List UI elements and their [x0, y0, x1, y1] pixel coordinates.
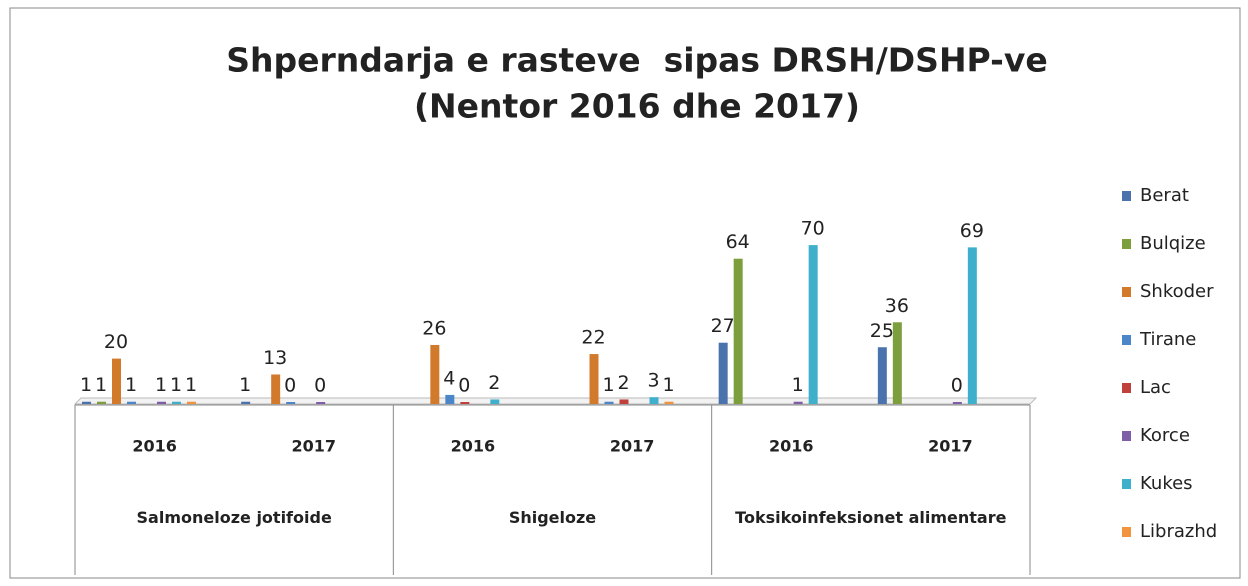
bar	[112, 358, 121, 404]
data-label: 0	[314, 375, 326, 397]
bar	[430, 344, 440, 404]
data-label: 1	[185, 374, 197, 396]
data-label: 1	[239, 374, 251, 396]
data-label: 70	[801, 218, 825, 240]
legend-swatch	[1122, 527, 1131, 537]
bar	[82, 401, 91, 404]
data-label: 1	[792, 374, 804, 396]
x-tick-label: 2016	[451, 437, 496, 456]
legend-label: Lac	[1140, 377, 1171, 398]
bar	[877, 347, 887, 404]
bar	[733, 258, 743, 404]
data-label: 22	[581, 327, 605, 349]
data-label: 25	[870, 320, 894, 342]
chart-border	[9, 7, 1241, 579]
bar	[490, 399, 500, 404]
bar	[793, 401, 803, 404]
data-label: 36	[885, 295, 909, 317]
bar	[808, 245, 818, 404]
data-label: 0	[458, 375, 470, 397]
data-label: 1	[155, 374, 167, 396]
group-label: Toksikoinfeksionet alimentare	[735, 508, 1007, 527]
data-label: 0	[284, 375, 296, 397]
data-label: 1	[602, 374, 614, 396]
legend-label: Kukes	[1140, 473, 1193, 494]
bar	[952, 402, 962, 404]
bar	[445, 394, 455, 404]
legend-label: Tirane	[1139, 329, 1196, 350]
data-label: 13	[263, 347, 287, 369]
data-label: 0	[951, 375, 963, 397]
legend-label: Shkoder	[1140, 281, 1214, 302]
bar	[157, 401, 166, 404]
bar	[892, 322, 902, 404]
data-label: 1	[125, 374, 137, 396]
bar	[649, 397, 659, 404]
data-label: 4	[443, 367, 455, 389]
data-label: 20	[104, 331, 128, 353]
legend-swatch	[1122, 287, 1131, 297]
legend-label: Librazhd	[1140, 521, 1217, 542]
bar	[664, 401, 674, 404]
legend-label: Berat	[1140, 185, 1189, 206]
data-label: 69	[960, 220, 984, 242]
chart-title: Shperndarja e rasteve sipas DRSH/DSHP-ve	[226, 41, 1048, 80]
bar	[967, 247, 977, 404]
bar	[172, 401, 181, 404]
data-label: 2	[617, 372, 629, 394]
legend-swatch	[1122, 383, 1131, 393]
bar	[460, 402, 470, 404]
bar	[619, 399, 629, 404]
data-label: 64	[726, 231, 750, 253]
bar	[316, 402, 326, 404]
bar	[187, 401, 196, 404]
data-label: 27	[711, 315, 735, 337]
bar	[286, 402, 296, 404]
data-label: 1	[95, 374, 107, 396]
bar	[604, 401, 614, 404]
data-label: 1	[80, 374, 92, 396]
bar	[97, 401, 106, 404]
x-tick-label: 2017	[928, 437, 973, 456]
legend-swatch	[1122, 431, 1131, 441]
chart-subtitle: (Nentor 2016 dhe 2017)	[414, 87, 860, 126]
legend-swatch	[1122, 239, 1131, 249]
legend-swatch	[1122, 191, 1131, 201]
floor	[73, 397, 1038, 405]
data-label: 2	[488, 372, 500, 394]
bar	[271, 374, 281, 404]
legend-swatch	[1122, 479, 1131, 489]
bar	[718, 342, 728, 404]
group-label: Salmoneloze jotifoide	[136, 508, 332, 527]
legend-label: Korce	[1140, 425, 1190, 446]
bar	[127, 401, 136, 404]
data-label: 1	[662, 374, 674, 396]
data-label: 1	[170, 374, 182, 396]
legend-swatch	[1122, 335, 1131, 345]
x-tick-label: 2017	[291, 437, 336, 456]
bar	[241, 401, 251, 404]
data-label: 26	[422, 317, 446, 339]
data-label: 3	[647, 370, 659, 392]
bar	[589, 354, 599, 404]
legend-label: Bulqize	[1140, 233, 1206, 254]
x-tick-label: 2016	[132, 437, 177, 456]
group-label: Shigeloze	[508, 508, 597, 527]
x-tick-label: 2016	[769, 437, 814, 456]
x-tick-label: 2017	[610, 437, 655, 456]
